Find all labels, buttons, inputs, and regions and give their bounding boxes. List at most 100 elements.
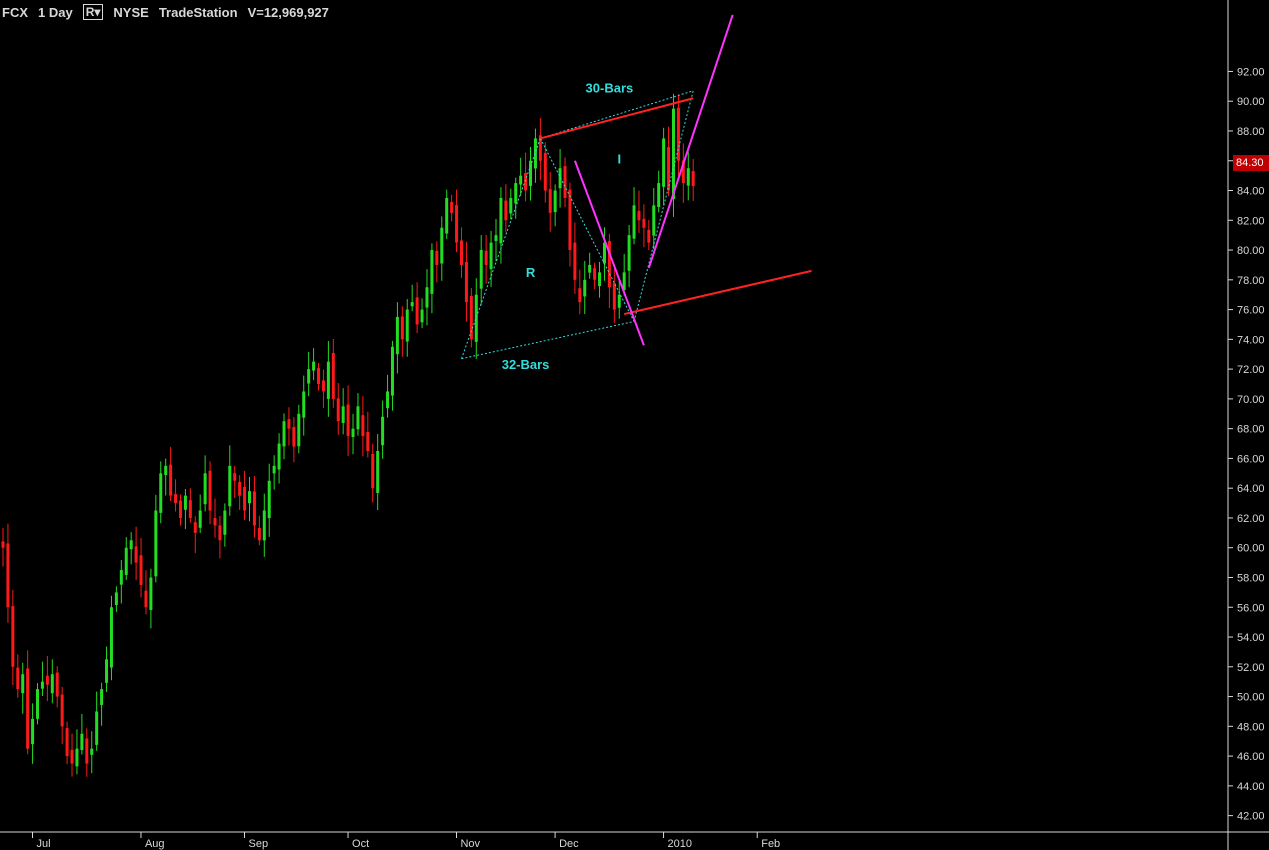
candle-body (80, 733, 84, 751)
x-tick-label: 2010 (668, 838, 692, 850)
time-axis: Jul Aug Sep Oct Nov Dec 2010 Feb (32, 832, 780, 850)
candle (277, 433, 281, 484)
candle (134, 526, 138, 581)
candle-body (302, 391, 306, 418)
candle-body (243, 486, 247, 511)
annotation-label[interactable]: I (617, 152, 621, 167)
candle-body (50, 674, 54, 694)
candle (529, 146, 533, 201)
candle-body (617, 294, 621, 308)
y-tick-label: 76.00 (1237, 305, 1265, 317)
candle-body (622, 272, 626, 291)
candle (282, 413, 286, 460)
candle-body (164, 465, 168, 476)
candle (169, 446, 173, 502)
candle-body (169, 464, 173, 496)
candle-body (361, 415, 365, 437)
chart-header: FCX 1 Day R▾ NYSE TradeStation V=12,969,… (2, 2, 339, 22)
red-trend-line[interactable] (623, 269, 812, 316)
candle-body (514, 183, 518, 204)
candle (573, 222, 577, 294)
candle-body (390, 346, 394, 396)
red-trend-line[interactable] (540, 97, 694, 140)
candle (40, 661, 44, 697)
candle (65, 721, 69, 765)
candle-body (681, 160, 685, 184)
candle-body (1, 541, 5, 548)
candle-body (109, 607, 113, 668)
candle (637, 190, 641, 233)
candle-body (425, 287, 429, 308)
candle-body (307, 369, 311, 384)
candle-body (578, 288, 582, 303)
candle-body (208, 470, 212, 511)
candle (248, 476, 251, 522)
annotation-label[interactable]: 32-Bars (502, 357, 550, 372)
candle-body (326, 361, 330, 399)
candle (21, 662, 25, 714)
mode-dropdown-button[interactable]: R▾ (82, 4, 104, 20)
candle (129, 532, 133, 565)
candle (489, 230, 493, 287)
magenta-trend-line[interactable] (573, 160, 645, 346)
candle-body (356, 406, 360, 430)
candle (593, 262, 597, 289)
candle-body (287, 419, 291, 429)
candle-body (75, 748, 79, 767)
candle-body (671, 108, 675, 200)
candle-body (317, 368, 321, 384)
candle (543, 142, 547, 203)
candle-body (598, 272, 602, 287)
candle (622, 253, 626, 296)
candle (450, 194, 454, 222)
candle-body (489, 242, 493, 270)
candle (514, 177, 518, 219)
candle (75, 729, 79, 775)
candle-body (637, 210, 641, 221)
y-tick-label: 56.00 (1237, 602, 1265, 614)
annotation-label[interactable]: 30-Bars (586, 80, 634, 95)
candle (55, 666, 59, 708)
candle (119, 560, 123, 604)
candle-body (321, 380, 325, 392)
candle (105, 646, 109, 692)
candle-body (336, 398, 340, 422)
candle-body (479, 250, 483, 289)
candle-body (198, 510, 202, 528)
annotation-label[interactable]: R (526, 265, 536, 280)
candle-body (272, 465, 276, 474)
candle-body (21, 674, 25, 694)
y-tick-label: 74.00 (1237, 334, 1265, 346)
candle (459, 227, 463, 278)
candle-body (139, 555, 143, 585)
candle-body (95, 711, 99, 745)
candle-body (70, 749, 74, 764)
magenta-trend-line[interactable] (647, 14, 734, 269)
candle (361, 396, 365, 457)
candle-body (607, 240, 611, 288)
y-tick-label: 48.00 (1237, 721, 1265, 733)
candle-body (548, 189, 552, 213)
candle-body (469, 296, 473, 340)
candle (578, 269, 582, 315)
candle-body (376, 450, 380, 493)
candle-body (85, 738, 89, 764)
candle-body (474, 294, 478, 342)
candle (445, 189, 449, 239)
candle-body (341, 406, 345, 423)
candle-body (223, 510, 227, 535)
candle (676, 94, 680, 176)
candle (95, 691, 99, 751)
candle (642, 204, 646, 248)
candle (366, 411, 370, 458)
data-source-label: TradeStation (158, 4, 238, 20)
candle-body (415, 297, 419, 325)
candle-body (149, 577, 153, 611)
candle (154, 494, 158, 583)
y-tick-label: 66.00 (1237, 453, 1265, 465)
candle-body (583, 279, 587, 297)
candle (331, 338, 335, 408)
candle (469, 288, 473, 348)
candle-body (134, 546, 138, 563)
